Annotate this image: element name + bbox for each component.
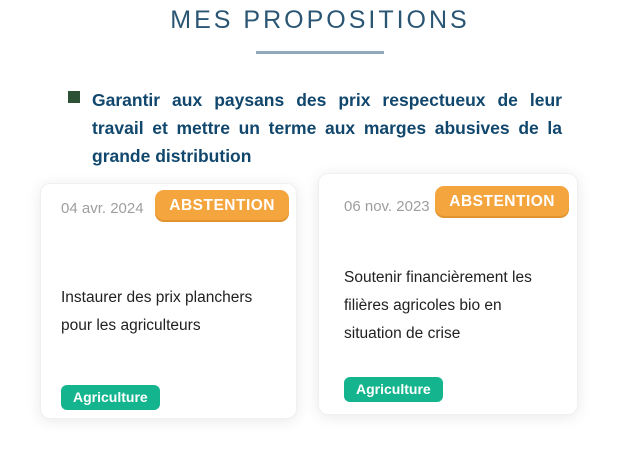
proposition-text: Garantir aux paysans des prix respectueu… <box>92 90 562 166</box>
title-underline-divider <box>256 51 384 54</box>
category-tag[interactable]: Agriculture <box>344 377 443 402</box>
vote-status-badge: ABSTENTION <box>155 190 289 222</box>
page-title: MES PROPOSITIONS <box>170 6 470 34</box>
vote-card-title: Instaurer des prix planchers pour les ag… <box>61 289 253 334</box>
vote-card-title: Soutenir financièrement les filières agr… <box>344 269 532 342</box>
category-tag[interactable]: Agriculture <box>61 385 160 410</box>
proposition-bullet-item: Garantir aux paysans des prix respectueu… <box>68 86 562 170</box>
vote-card[interactable]: 04 avr. 2024 ABSTENTION Instaurer des pr… <box>40 183 297 419</box>
vote-date: 06 nov. 2023 <box>344 198 430 215</box>
bullet-square-icon <box>68 91 80 103</box>
vote-date: 04 avr. 2024 <box>61 200 144 217</box>
vote-card[interactable]: 06 nov. 2023 ABSTENTION Soutenir financi… <box>318 173 578 415</box>
vote-status-badge: ABSTENTION <box>435 186 569 218</box>
